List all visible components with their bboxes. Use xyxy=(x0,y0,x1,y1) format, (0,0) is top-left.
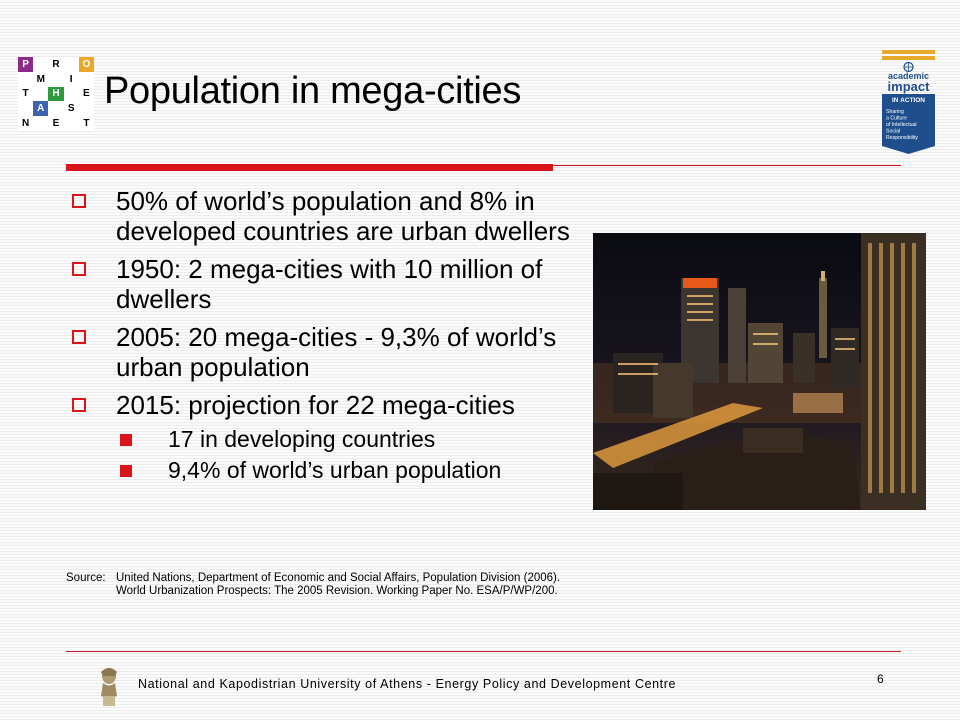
footer-rule xyxy=(66,651,901,652)
badge-tagline-line: Social xyxy=(886,129,900,135)
bullet-text: 1950: 2 mega-cities with 10 million of d… xyxy=(116,254,543,314)
un-emblem-icon xyxy=(903,61,914,73)
bullet-text: 50% of world’s population and 8% in deve… xyxy=(116,186,570,246)
bullet-list: 50% of world’s population and 8% in deve… xyxy=(64,186,584,494)
bullet-item: 2015: projection for 22 mega-cities 17 in… xyxy=(64,390,584,486)
hollow-square-bullet-icon xyxy=(72,330,86,344)
sub-bullet-text: 9,4% of world’s urban population xyxy=(168,457,502,483)
badge-line3: IN ACTION xyxy=(892,97,925,104)
logo-cell: E xyxy=(78,86,94,102)
footer-text: National and Kapodistrian University of … xyxy=(138,677,677,691)
filled-square-bullet-icon xyxy=(120,465,132,477)
badge-tagline-line: Responsibility xyxy=(886,135,918,141)
bullet-item: 1950: 2 mega-cities with 10 million of d… xyxy=(64,254,584,314)
logo-cell xyxy=(33,57,49,72)
logo-cell xyxy=(78,71,94,87)
source-note: Source: United Nations, Department of Ec… xyxy=(66,572,566,597)
logo-cell: H xyxy=(48,86,64,102)
sub-bullet-text: 17 in developing countries xyxy=(168,426,436,452)
badge-tagline-line: Sharing xyxy=(886,109,904,115)
bullet-item: 50% of world’s population and 8% in deve… xyxy=(64,186,584,246)
filled-square-bullet-icon xyxy=(120,434,132,446)
badge-line1: academic xyxy=(888,71,929,81)
logo-cell xyxy=(18,71,34,87)
city-night-photo xyxy=(593,233,926,510)
logo-cell: A xyxy=(33,101,49,117)
page-number: 6 xyxy=(877,672,884,686)
logo-cell: O xyxy=(78,57,94,72)
logo-cell xyxy=(48,101,64,117)
logo-cell: T xyxy=(18,86,34,102)
logo-cell xyxy=(63,57,79,72)
logo-cell xyxy=(18,101,34,117)
logo-cell: E xyxy=(48,116,64,131)
logo-cell: T xyxy=(78,116,94,131)
logo-cell xyxy=(33,116,49,131)
badge-line2: impact xyxy=(888,79,931,94)
logo-cell: I xyxy=(63,71,79,87)
slide-title: Population in mega-cities xyxy=(104,70,522,112)
logo-cell: M xyxy=(33,71,49,87)
logo-cell xyxy=(33,86,49,102)
hollow-square-bullet-icon xyxy=(72,262,86,276)
source-label: Source: xyxy=(66,572,106,584)
badge-tagline-line: of Intellectual xyxy=(886,122,917,128)
bullet-text: 2015: projection for 22 mega-cities xyxy=(116,390,515,420)
logo-cell: N xyxy=(18,116,34,131)
title-underline-thin xyxy=(553,165,901,166)
logo-cell: P xyxy=(18,57,34,72)
source-text: United Nations, Department of Economic a… xyxy=(116,572,561,597)
athena-statue-logo xyxy=(101,668,117,706)
sub-bullet-item: 17 in developing countries xyxy=(116,424,584,455)
hollow-square-bullet-icon xyxy=(72,398,86,412)
title-underline-thick xyxy=(66,164,553,171)
sub-bullet-item: 9,4% of world’s urban population xyxy=(116,455,584,486)
logo-cell: S xyxy=(63,101,79,117)
bullet-text: 2005: 20 mega-cities - 9,3% of world’s u… xyxy=(116,322,557,382)
logo-cell xyxy=(63,116,79,131)
sub-bullet-list: 17 in developing countries 9,4% of world’… xyxy=(116,424,584,486)
badge-tagline-line: a Culture xyxy=(886,116,907,122)
hollow-square-bullet-icon xyxy=(72,194,86,208)
logo-cell: R xyxy=(48,57,64,72)
logo-cell xyxy=(78,101,94,117)
bullet-item: 2005: 20 mega-cities - 9,3% of world’s u… xyxy=(64,322,584,382)
logo-cell xyxy=(63,86,79,102)
logo-cell xyxy=(48,71,64,87)
